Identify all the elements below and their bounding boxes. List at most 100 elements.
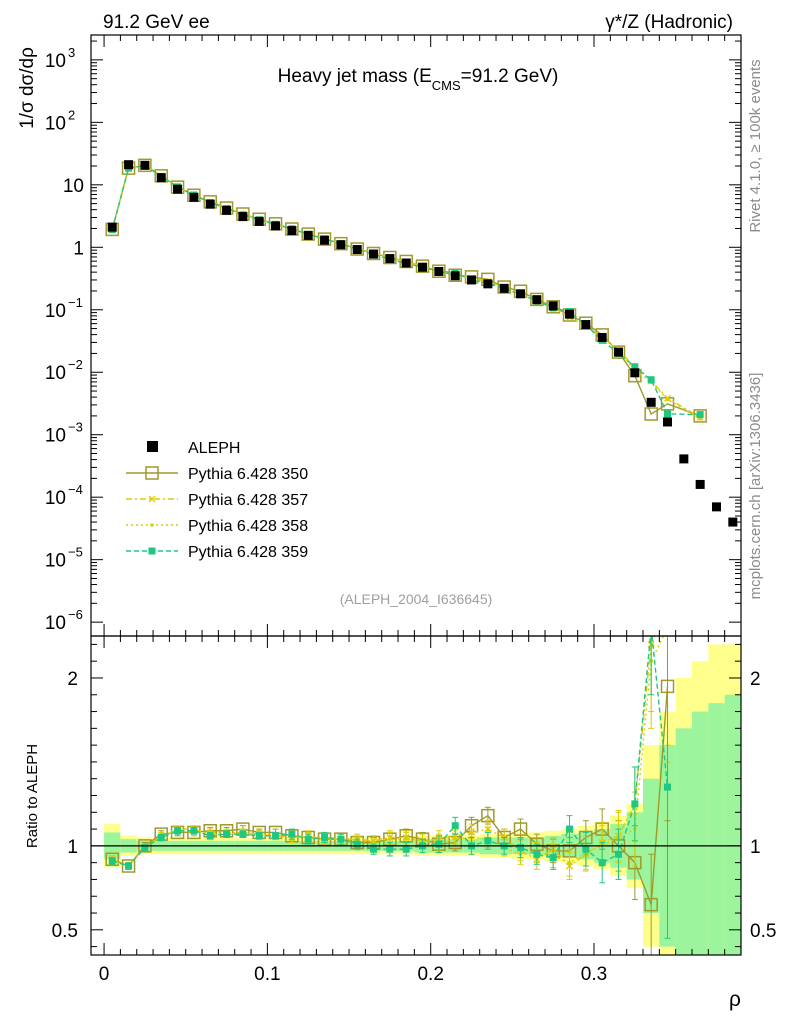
aleph-data-point — [336, 240, 346, 250]
aleph-data-point — [548, 301, 558, 311]
p350-main-point — [138, 158, 152, 173]
y-tick-exponent: 2 — [68, 107, 75, 122]
aleph-data-point — [124, 160, 134, 170]
p359-ratio-point — [435, 840, 443, 848]
aleph-data-point — [254, 216, 264, 226]
x-axis-label: ρ — [729, 988, 741, 1011]
data-points-layer — [107, 160, 738, 527]
y-tick-label: 1 — [73, 238, 84, 259]
band-green-bin — [675, 728, 693, 955]
ratio-tick-label-right: 2 — [750, 669, 761, 690]
p350-main-point — [693, 409, 707, 423]
p359-ratio-point — [108, 857, 116, 865]
y-tick-label: 10 — [45, 551, 66, 572]
p359-ratio-point — [370, 845, 378, 853]
aleph-data-point — [173, 184, 183, 194]
y-axis-label: 1/σ dσ/dρ — [17, 47, 38, 129]
rivet-version-label: Rivet 4.1.0, ≥ 100k events — [747, 59, 764, 232]
aleph-data-point — [450, 271, 460, 281]
p359-ratio-point — [125, 862, 133, 870]
legend-marker-p357 — [148, 495, 156, 503]
p359-ratio-point — [141, 844, 149, 852]
aleph-data-point — [107, 222, 117, 232]
aleph-data-point — [630, 368, 640, 378]
legend-label-p359: Pythia 6.428 359 — [188, 544, 308, 561]
p359-ratio-point — [321, 833, 329, 841]
aleph-data-point — [303, 230, 313, 240]
p350-main-point — [644, 407, 658, 421]
legend-marker-p350 — [145, 466, 159, 480]
y-tick-label: 10 — [63, 176, 84, 197]
aleph-data-point — [499, 283, 509, 293]
p350-main-point — [301, 227, 315, 241]
aleph-data-point — [663, 417, 673, 427]
p359-ratio-point — [272, 832, 280, 840]
y-tick-label: 10 — [45, 113, 66, 134]
aleph-data-point — [646, 397, 656, 407]
aleph-data-point — [222, 205, 232, 215]
x-tick-label: 0.3 — [581, 964, 607, 985]
aleph-data-point — [597, 332, 607, 342]
p350-main-point — [366, 246, 381, 261]
p359-main-point — [647, 376, 655, 384]
aleph-data-point — [369, 249, 379, 259]
p359-ratio-point — [190, 827, 198, 835]
aleph-data-point — [287, 226, 297, 236]
p358-ratio-point — [388, 837, 392, 841]
p359-ratio-point — [484, 837, 492, 845]
p359-ratio-point — [157, 833, 165, 841]
legend-label-p357: Pythia 6.428 357 — [188, 492, 308, 509]
p359-ratio-point — [615, 850, 623, 858]
p358-ratio-point — [404, 837, 409, 841]
ratio-tick-label-left: 0.5 — [52, 921, 78, 942]
ratio-tick-label-left: 2 — [67, 669, 78, 690]
legend-entry-p350: Pythia 6.428 350 — [126, 466, 308, 483]
p359-ratio-point — [598, 859, 606, 867]
legend-marker-p359 — [148, 547, 156, 555]
legend-entry-p359: Pythia 6.428 359 — [126, 544, 308, 561]
p359-ratio-point — [206, 832, 214, 840]
p359-ratio-point — [353, 840, 361, 848]
aleph-data-point — [467, 275, 477, 285]
y-tick-label: 10 — [45, 51, 66, 72]
aleph-data-point — [418, 262, 428, 272]
p358-main-line — [111, 164, 701, 420]
legend-label-p358: Pythia 6.428 358 — [188, 518, 308, 535]
p359-main-point — [664, 410, 672, 418]
p359-ratio-point — [631, 800, 639, 808]
analysis-label: (ALEPH_2004_I636645) — [340, 591, 493, 607]
legend-label-p350: Pythia 6.428 350 — [188, 466, 308, 483]
aleph-data-point — [565, 309, 575, 319]
p359-ratio-point — [549, 854, 557, 862]
y-tick-exponent: −4 — [68, 482, 83, 497]
legend-entry-p358: Pythia 6.428 358 — [126, 518, 308, 535]
p359-ratio-line — [112, 636, 669, 867]
ratio-tick-label-right: 1 — [750, 837, 761, 858]
p359-ratio-point — [386, 845, 394, 853]
p350-ratio-point — [105, 852, 119, 867]
chart-title: Heavy jet mass (ECMS=91.2 GeV) — [278, 66, 559, 93]
p358-ratio-point — [567, 860, 572, 865]
y-tick-exponent: −3 — [68, 420, 83, 435]
p350-main-point — [334, 236, 348, 251]
legend-label-data: ALEPH — [188, 440, 240, 457]
aleph-data-point — [712, 502, 722, 512]
aleph-data-point — [385, 254, 395, 264]
aleph-data-point — [205, 199, 215, 209]
aleph-data-point — [352, 245, 362, 255]
y-tick-label: 10 — [45, 488, 66, 509]
x-tick-label: 0.1 — [254, 964, 280, 985]
p358-main-point — [665, 397, 670, 402]
aleph-data-point — [679, 454, 689, 464]
legend-swatch-aleph — [147, 441, 158, 452]
p350-main-point — [350, 242, 364, 256]
y-tick-exponent: −2 — [68, 357, 83, 372]
p359-ratio-point — [223, 830, 231, 838]
p350-main-line — [111, 164, 701, 417]
y-tick-label: 10 — [45, 363, 66, 384]
p359-ratio-point — [664, 783, 672, 791]
ratio-tick-label-right: 0.5 — [750, 921, 776, 942]
p359-main-line — [111, 164, 701, 416]
ratio-series-group — [105, 636, 675, 955]
x-tick-label: 0.2 — [417, 964, 443, 985]
